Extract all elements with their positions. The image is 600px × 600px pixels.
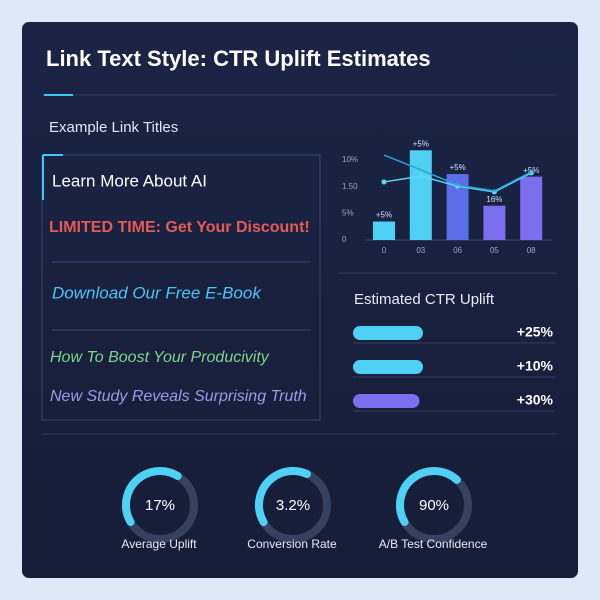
gauge-value: 3.2% <box>276 497 310 514</box>
x-tick-label: 03 <box>416 246 425 255</box>
links-title: Example Link Titles <box>49 119 178 136</box>
gauge-caption: A/B Test Confidence <box>379 537 488 551</box>
uplift-bar <box>353 326 423 340</box>
link[interactable]: How To Boost Your Producivity <box>50 349 270 366</box>
uplift-label: +25% <box>517 324 554 340</box>
uplift-label: +10% <box>517 358 554 374</box>
bar-label: +5% <box>449 163 465 172</box>
gauge-caption: Average Uplift <box>121 537 197 551</box>
y-tick-label: 0 <box>342 235 347 244</box>
bar-label: +5% <box>413 139 429 148</box>
uplift-bar <box>353 394 420 408</box>
x-tick-label: 06 <box>453 246 462 255</box>
point <box>418 173 424 179</box>
bar <box>409 150 432 240</box>
card <box>22 22 578 578</box>
bar <box>446 174 469 240</box>
bar <box>373 221 395 240</box>
link[interactable]: LIMITED TIME: Get Your Discount! <box>49 219 310 236</box>
y-tick-label: 1.50 <box>342 182 358 191</box>
uplift-bar <box>353 360 423 374</box>
link[interactable]: New Study Reveals Surprising Truth <box>50 388 307 405</box>
gauge-arc <box>121 467 198 543</box>
bar <box>520 176 543 240</box>
gauge-arc <box>396 467 472 543</box>
uplift-label: +30% <box>517 392 554 408</box>
link[interactable]: Learn More About AI <box>52 171 207 190</box>
gauge-value: 90% <box>419 497 449 514</box>
x-tick-label: 0 <box>382 246 387 255</box>
uplift-title: Estimated CTR Uplift <box>354 291 495 308</box>
point <box>381 179 387 185</box>
y-tick-label: 10% <box>342 155 358 164</box>
x-tick-label: 08 <box>527 246 536 255</box>
bar-label: +5% <box>376 211 392 220</box>
line <box>383 154 532 192</box>
title: Link Text Style: CTR Uplift Estimates <box>46 46 431 71</box>
link[interactable]: Download Our Free E-Book <box>52 283 262 302</box>
gauge-arc <box>255 467 331 543</box>
gauge-value: 17% <box>145 497 175 514</box>
x-tick-label: 05 <box>490 246 499 255</box>
gauge-caption: Conversion Rate <box>247 537 337 551</box>
bar-label: +5% <box>523 166 539 175</box>
y-tick-label: 5% <box>342 209 354 218</box>
bar <box>483 205 506 240</box>
bar-label: 16% <box>486 195 502 204</box>
links-box <box>41 154 321 421</box>
